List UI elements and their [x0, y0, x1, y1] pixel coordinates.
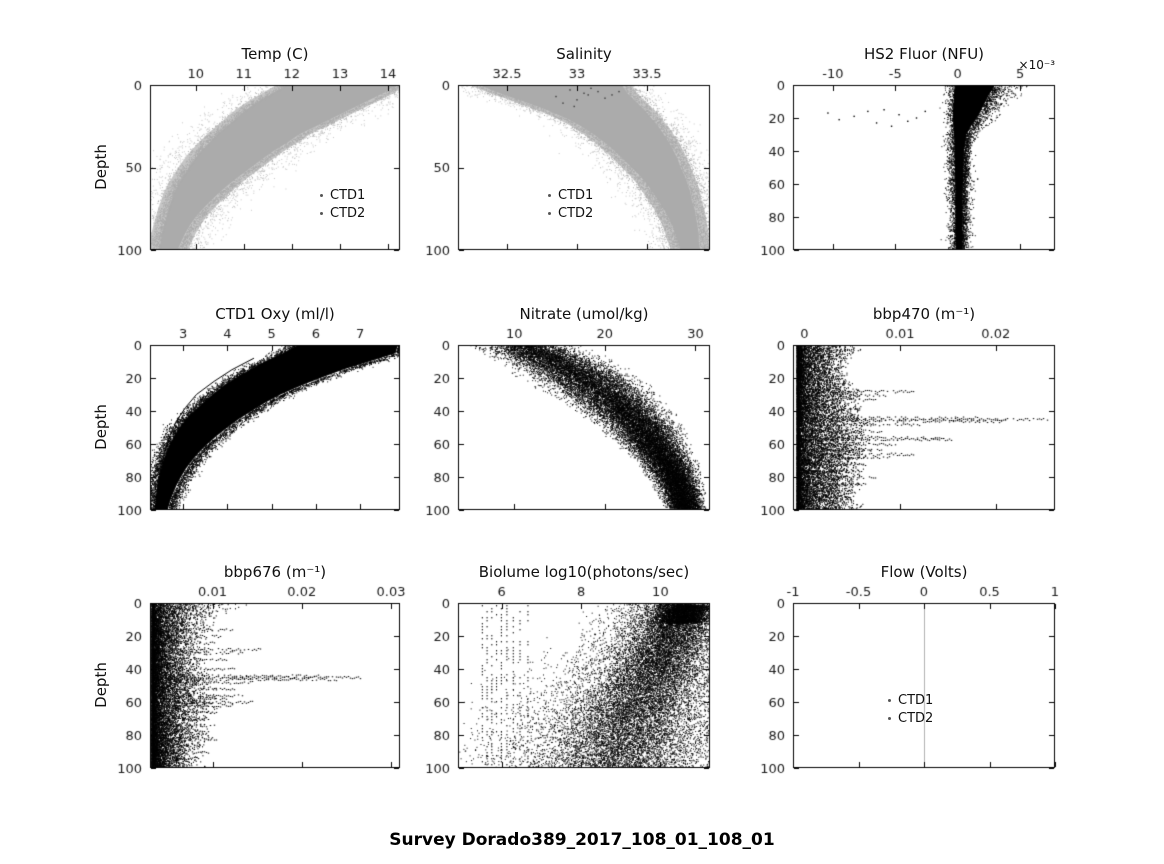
legend-marker-icon: [320, 193, 323, 197]
legend-label-ctd1: CTD1: [330, 187, 366, 203]
legend-row: CTD2: [548, 204, 593, 222]
title-nitrate: Nitrate (umol/kg): [519, 305, 649, 323]
legend-row: CTD1: [548, 186, 593, 204]
title-temp: Temp (C): [241, 45, 309, 63]
title-biolume: Biolume log10(photons/sec): [478, 563, 690, 581]
legend-marker-icon: [888, 698, 891, 702]
legend-row: CTD1: [320, 186, 365, 204]
title-salinity: Salinity: [556, 45, 612, 63]
title-ctd1-oxy: CTD1 Oxy (ml/l): [215, 305, 335, 323]
legend-row: CTD2: [888, 709, 933, 727]
legend-row: CTD2: [320, 204, 365, 222]
title-bbp470: bbp470 (m⁻¹): [872, 305, 976, 323]
legend-label-ctd2: CTD2: [330, 205, 366, 221]
title-bbp676: bbp676 (m⁻¹): [223, 563, 327, 581]
legend-label-ctd1: CTD1: [898, 692, 934, 708]
legend-row: CTD1: [888, 691, 933, 709]
legend-marker-icon: [548, 193, 551, 197]
legend-label-ctd1: CTD1: [558, 187, 594, 203]
legend-temp: CTD1 CTD2: [320, 186, 365, 222]
legend-flow: CTD1 CTD2: [888, 691, 933, 727]
legend-label-ctd2: CTD2: [898, 710, 934, 726]
legend-marker-icon: [888, 716, 891, 720]
legend-salinity: CTD1 CTD2: [548, 186, 593, 222]
title-flow: Flow (Volts): [880, 563, 968, 581]
legend-marker-icon: [548, 211, 551, 215]
hs2-exponent-label: ×10⁻³: [1018, 58, 1055, 72]
survey-title: Survey Dorado389_2017_108_01_108_01: [389, 830, 775, 850]
legend-marker-icon: [320, 211, 323, 215]
ylabel-depth-row2: Depth: [92, 404, 110, 450]
legend-label-ctd2: CTD2: [558, 205, 594, 221]
title-hs2-fluor: HS2 Fluor (NFU): [863, 45, 985, 63]
ylabel-depth-row3: Depth: [92, 662, 110, 708]
ylabel-depth-row1: Depth: [92, 144, 110, 190]
